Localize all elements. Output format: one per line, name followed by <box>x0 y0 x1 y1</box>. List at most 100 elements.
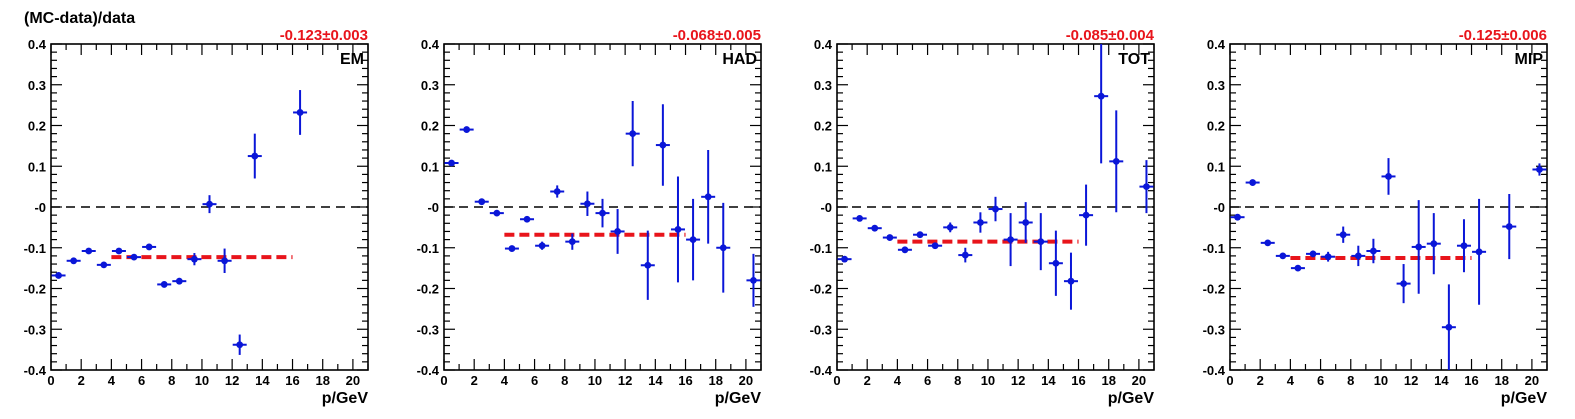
data-point <box>55 272 62 279</box>
y-tick-label: 0.3 <box>421 78 439 93</box>
data-point <box>1324 253 1332 261</box>
data-point <box>553 188 561 195</box>
panel-tag: EM <box>340 51 364 68</box>
fit-result-label: -0.085±0.004 <box>1066 27 1155 44</box>
y-tick-label: -0 <box>34 200 46 215</box>
x-axis-title: p/GeV <box>322 390 369 407</box>
x-tick-label: 8 <box>168 373 175 388</box>
x-tick-label: 20 <box>1132 373 1146 388</box>
y-tick-label: -0.3 <box>1203 322 1225 337</box>
data-point <box>115 247 123 255</box>
y-tick-label: -0 <box>427 200 439 215</box>
y-tick-label: -0.1 <box>810 241 832 256</box>
y-tick-label: 0.2 <box>28 119 46 134</box>
x-tick-label: 2 <box>1257 373 1264 388</box>
data-point <box>145 243 153 251</box>
x-tick-label: 10 <box>981 373 995 388</box>
data-point <box>689 236 697 244</box>
data-point <box>1234 213 1241 221</box>
x-tick-label: 0 <box>440 373 447 388</box>
x-tick-label: 6 <box>924 373 931 388</box>
x-tick-label: 16 <box>1071 373 1085 388</box>
x-tick-label: 6 <box>531 373 538 388</box>
y-tick-label: -0.3 <box>24 322 46 337</box>
y-tick-label: 0.1 <box>28 159 46 174</box>
data-point <box>1264 239 1272 247</box>
x-tick-label: 20 <box>1525 373 1539 388</box>
x-tick-label: 8 <box>561 373 568 388</box>
x-tick-label: 8 <box>1347 373 1354 388</box>
x-tick-label: 18 <box>1101 373 1115 388</box>
data-point <box>841 255 848 263</box>
x-tick-label: 10 <box>588 373 602 388</box>
x-tick-label: 0 <box>1226 373 1233 388</box>
x-tick-label: 4 <box>894 373 902 388</box>
data-point <box>1082 211 1090 219</box>
data-point <box>538 242 546 250</box>
data-point <box>1294 264 1302 272</box>
y-tick-label: 0.3 <box>28 78 46 93</box>
data-point <box>568 238 576 246</box>
y-tick-label: -0.2 <box>1203 282 1225 297</box>
data-point <box>1052 259 1060 267</box>
x-axis-title: p/GeV <box>1501 390 1548 407</box>
x-tick-label: 16 <box>285 373 299 388</box>
y-tick-label: 0.1 <box>421 159 439 174</box>
y-tick-label: 0.2 <box>814 119 832 134</box>
y-tick-label: -0.2 <box>417 282 439 297</box>
data-point <box>523 215 531 223</box>
data-point <box>901 246 909 254</box>
x-tick-label: 4 <box>501 373 509 388</box>
data-point <box>1309 250 1317 258</box>
data-point <box>674 226 682 233</box>
x-tick-label: 16 <box>678 373 692 388</box>
y-tick-label: 0.4 <box>28 37 47 52</box>
y-tick-label: -0.2 <box>810 282 832 297</box>
data-point <box>961 251 969 259</box>
chart-panel-had: 0 2 4 6 8 10 12 14 16 18 20 -0.4 -0.3 -0.2 -0.1 -0 0.1 0.… <box>417 27 762 407</box>
y-tick-label: -0.4 <box>810 363 833 378</box>
x-tick-label: 2 <box>864 373 871 388</box>
y-tick-label: 0.3 <box>1207 78 1225 93</box>
x-tick-label: 12 <box>1011 373 1025 388</box>
panel-tag: MIP <box>1515 51 1544 68</box>
chart-panel-tot: 0 2 4 6 8 10 12 14 16 18 20 -0.4 -0.3 -0.2 -0.1 -0 0.1 0.… <box>810 27 1155 407</box>
y-tick-label: -0.1 <box>417 241 439 256</box>
y-tick-label: 0.4 <box>421 37 440 52</box>
x-tick-label: 12 <box>225 373 239 388</box>
x-tick-label: 14 <box>648 373 663 388</box>
y-axis-label: (MC-data)/data <box>24 10 135 27</box>
data-point <box>719 244 727 252</box>
y-tick-label: -0.4 <box>417 363 440 378</box>
data-point <box>584 200 591 208</box>
data-point <box>1505 223 1513 230</box>
data-point <box>70 257 78 265</box>
data-point <box>175 277 183 285</box>
data-point <box>1460 242 1468 250</box>
data-point <box>160 281 168 288</box>
y-tick-label: -0.3 <box>417 322 439 337</box>
data-point <box>614 228 621 235</box>
data-point <box>886 234 894 241</box>
x-tick-label: 0 <box>833 373 840 388</box>
data-point <box>1536 166 1543 173</box>
y-tick-label: -0.4 <box>24 363 47 378</box>
x-tick-label: 14 <box>255 373 270 388</box>
data-point <box>221 257 228 265</box>
y-tick-label: -0 <box>820 200 832 215</box>
data-point <box>1445 323 1453 331</box>
data-point <box>946 223 954 231</box>
data-point <box>448 159 455 167</box>
x-tick-label: 4 <box>108 373 116 388</box>
y-tick-label: 0.4 <box>1207 37 1226 52</box>
fit-result-label: -0.125±0.006 <box>1459 27 1547 44</box>
data-point <box>1279 252 1287 260</box>
x-tick-label: 20 <box>346 373 360 388</box>
x-axis-title: p/GeV <box>1108 390 1155 407</box>
data-point <box>296 109 304 116</box>
x-tick-label: 18 <box>1494 373 1508 388</box>
y-tick-label: -0.4 <box>1203 363 1226 378</box>
x-axis-title: p/GeV <box>715 390 762 407</box>
x-tick-label: 10 <box>1374 373 1388 388</box>
